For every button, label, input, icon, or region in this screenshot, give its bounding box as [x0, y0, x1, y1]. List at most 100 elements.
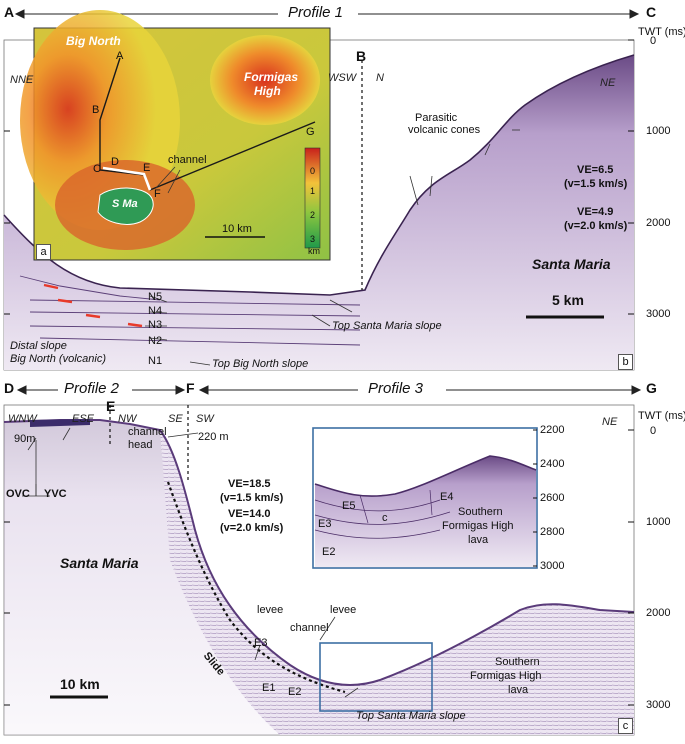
inset-unit-e4: E4 — [440, 491, 454, 503]
sfhl-label-2: Formigas High — [470, 670, 542, 682]
levee-label-1: levee — [257, 604, 284, 616]
twt-tick-c-2000: 2000 — [646, 607, 671, 619]
parasitic-label: Parasitic — [415, 112, 458, 124]
map-point-a: A — [116, 50, 124, 62]
ve-b-1: VE=6.5 — [577, 164, 614, 176]
legend-tick-0: 0 — [310, 166, 316, 176]
point-e-label: E — [106, 398, 116, 414]
legend-tick-2: 2 — [310, 210, 316, 220]
ve-c-1-velocity: (v=1.5 km/s) — [220, 492, 284, 504]
sfhl-label-3: lava — [508, 684, 529, 696]
map-point-f: F — [154, 188, 161, 200]
twt-tick-b-1000: 1000 — [646, 125, 671, 137]
channel-head-label-2: head — [128, 439, 153, 451]
horizon-n5: N5 — [148, 291, 163, 303]
profile-1-arrow — [14, 9, 640, 19]
direction-sw: SW — [196, 413, 214, 425]
formigas-high-label: High — [254, 84, 281, 98]
levee-label-2: levee — [330, 604, 357, 616]
santa-maria-label-c: Santa Maria — [60, 555, 139, 571]
legend-unit-km: km — [308, 246, 320, 256]
twt-tick-b-2000: 2000 — [646, 217, 671, 229]
inset-tick-2200: 2200 — [540, 424, 565, 436]
profile-2-title: Profile 2 — [64, 380, 120, 397]
unit-e1: E1 — [262, 682, 276, 694]
top-santa-maria-slope-b: Top Santa Maria slope — [332, 320, 442, 332]
profile-2-3-arrows — [16, 385, 642, 395]
horizon-n4: N4 — [148, 305, 163, 317]
legend-tick-3: 3 — [310, 234, 316, 244]
ve-c-2-velocity: (v=2.0 km/s) — [220, 522, 284, 534]
point-a-label: A — [4, 4, 15, 20]
ve-c-2: VE=14.0 — [228, 508, 271, 520]
direction-n: N — [376, 72, 384, 84]
horizon-n2: N2 — [148, 335, 163, 347]
twt-tick-b-0: 0 — [650, 35, 657, 47]
inset-tick-2600: 2600 — [540, 492, 565, 504]
depth-90m: 90m — [14, 433, 36, 445]
ve-b-2: VE=4.9 — [577, 206, 614, 218]
inset-unit-c: c — [382, 512, 388, 524]
channel-seismic-label: channel — [290, 622, 329, 634]
s-ma-label: S Ma — [112, 198, 138, 210]
ve-b-2-velocity: (v=2.0 km/s) — [564, 220, 628, 232]
ovc-label: OVC — [6, 488, 30, 500]
inset-tick-2400: 2400 — [540, 458, 565, 470]
channel-map-label: channel — [168, 154, 207, 166]
legend-tick-1: 1 — [310, 186, 316, 196]
depth-220m: 220 m — [198, 431, 229, 443]
inset-sfhl-3: lava — [468, 534, 489, 546]
top-big-north-slope: Top Big North slope — [212, 358, 309, 370]
point-d-label: D — [4, 380, 15, 396]
panel-a-label: a — [36, 244, 51, 260]
big-north-label: Big North — [66, 34, 121, 48]
direction-ese: ESE — [72, 413, 95, 425]
direction-nne: NNE — [10, 74, 34, 86]
direction-se: SE — [168, 413, 183, 425]
ve-b-1-velocity: (v=1.5 km/s) — [564, 178, 628, 190]
channel-head-label-1: channel — [128, 426, 167, 438]
inset-sfhl-1: Southern — [458, 506, 503, 518]
inset-sfhl-2: Formigas High — [442, 520, 514, 532]
map-point-g: G — [306, 126, 315, 138]
inset-tick-3000: 3000 — [540, 560, 565, 572]
direction-wnw: WNW — [8, 413, 37, 425]
santa-maria-label-b: Santa Maria — [532, 256, 611, 272]
scale-10km: 10 km — [60, 676, 100, 692]
twt-axis-label-c: TWT (ms) — [638, 410, 685, 422]
inset-unit-e5: E5 — [342, 500, 356, 512]
inset-tick-2800: 2800 — [540, 526, 565, 538]
unit-e2: E2 — [288, 686, 302, 698]
bathymetry-map — [20, 10, 331, 261]
big-north-volcanic-label: Big North (volcanic) — [10, 353, 106, 365]
inset-unit-e2: E2 — [322, 546, 336, 558]
panel-b-label: b — [618, 354, 633, 370]
point-b-label: B — [356, 48, 367, 64]
point-g-label: G — [646, 380, 657, 396]
map-point-c: C — [93, 163, 101, 175]
ve-c-1: VE=18.5 — [228, 478, 271, 490]
yvc-label: YVC — [44, 488, 67, 500]
profile-3-title: Profile 3 — [368, 380, 424, 397]
twt-axis-label-b: TWT (ms) — [638, 26, 685, 38]
point-c-label: C — [646, 4, 657, 20]
twt-tick-c-0: 0 — [650, 425, 657, 437]
inset-unit-e3: E3 — [318, 518, 332, 530]
direction-ne-b: NE — [600, 77, 616, 89]
seismic-inset — [312, 427, 538, 569]
twt-tick-c-3000: 3000 — [646, 699, 671, 711]
top-santa-maria-slope-c: Top Santa Maria slope — [356, 710, 466, 722]
point-f-label: F — [186, 380, 195, 396]
twt-tick-b-3000: 3000 — [646, 308, 671, 320]
formigas-label: Formigas — [244, 70, 299, 84]
panel-c-label: c — [618, 718, 633, 734]
unit-e3: E3 — [254, 637, 268, 649]
sfhl-label-1: Southern — [495, 656, 540, 668]
map-point-d: D — [111, 156, 119, 168]
volcanic-cones-label: volcanic cones — [408, 124, 481, 136]
map-point-b: B — [92, 104, 100, 116]
map-scale-10km: 10 km — [222, 223, 252, 235]
twt-tick-c-1000: 1000 — [646, 516, 671, 528]
map-point-e: E — [143, 162, 151, 174]
